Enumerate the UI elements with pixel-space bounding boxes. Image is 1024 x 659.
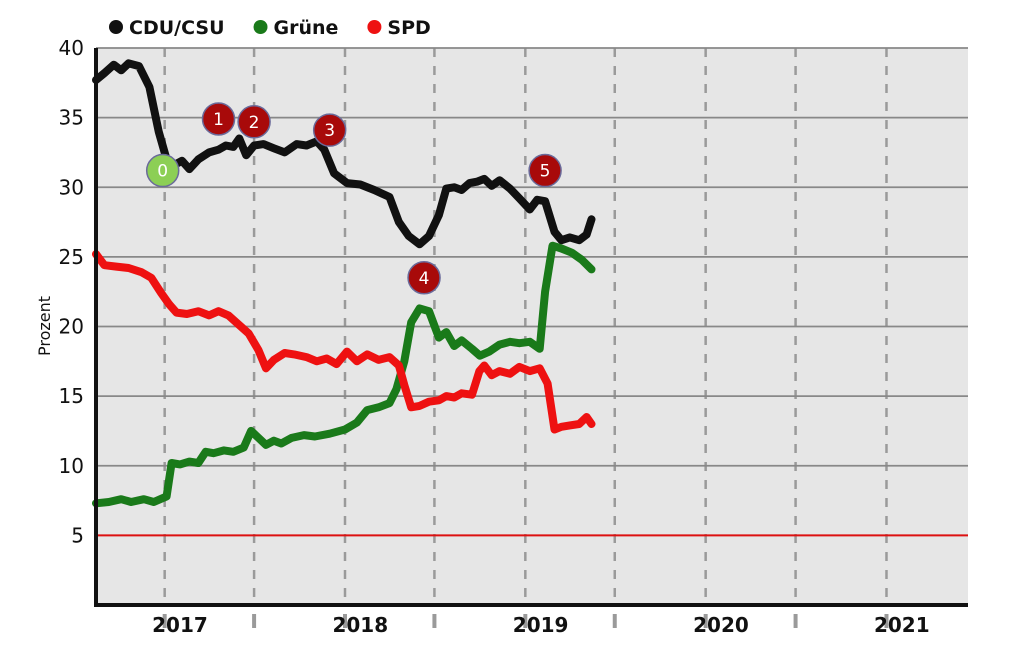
- legend-label: Grüne: [274, 17, 339, 39]
- event-marker-label-1: 1: [213, 110, 224, 130]
- x-tick-label: 2019: [513, 613, 569, 637]
- x-tick-label: 2020: [693, 613, 749, 637]
- y-tick-label: 35: [59, 106, 84, 130]
- legend-swatch: [253, 20, 268, 34]
- event-marker-5: [528, 153, 562, 188]
- y-tick-label: 5: [71, 523, 84, 547]
- legend-swatch: [109, 20, 123, 34]
- y-tick-label: 25: [59, 245, 84, 269]
- y-tick-label: 20: [59, 315, 84, 339]
- event-marker-label-0: 0: [157, 162, 168, 182]
- event-marker-label-4: 4: [419, 269, 430, 289]
- series-line-spd: [92, 250, 596, 434]
- x-minor-ticks: [162, 614, 889, 628]
- event-marker-3: [312, 113, 347, 147]
- x-tick-label: 2017: [152, 613, 208, 637]
- event-marker-4: [407, 261, 441, 295]
- x-tick-label: 2018: [332, 613, 388, 637]
- event-marker-label-5: 5: [540, 162, 551, 182]
- event-marker-label-3: 3: [324, 121, 335, 141]
- y-tick-label: 10: [59, 454, 84, 478]
- legend-label: CDU/CSU: [129, 17, 225, 39]
- series-line-gr-ne: [92, 241, 596, 508]
- y-tick-label: 30: [59, 175, 84, 199]
- event-marker-0: [145, 153, 180, 188]
- x-tick-labels: 2017 2018 2019 2020 2021: [152, 613, 929, 637]
- legend-swatch: [367, 20, 382, 34]
- y-tick-labels: 5 10 15 20 25 30 35 40: [59, 36, 84, 547]
- event-markers: 0 1 2 3 4 5: [145, 102, 562, 295]
- event-marker-1: [201, 102, 236, 136]
- x-tick-label: 2021: [874, 613, 930, 637]
- legend: CDU/CSU Grüne SPD: [109, 17, 431, 39]
- y-tick-label: 40: [59, 36, 84, 60]
- y-tick-label: 15: [59, 384, 84, 408]
- legend-label: SPD: [387, 17, 430, 39]
- event-marker-2: [237, 105, 271, 139]
- y-axis-label: Prozent: [35, 296, 54, 356]
- event-marker-label-2: 2: [249, 113, 260, 133]
